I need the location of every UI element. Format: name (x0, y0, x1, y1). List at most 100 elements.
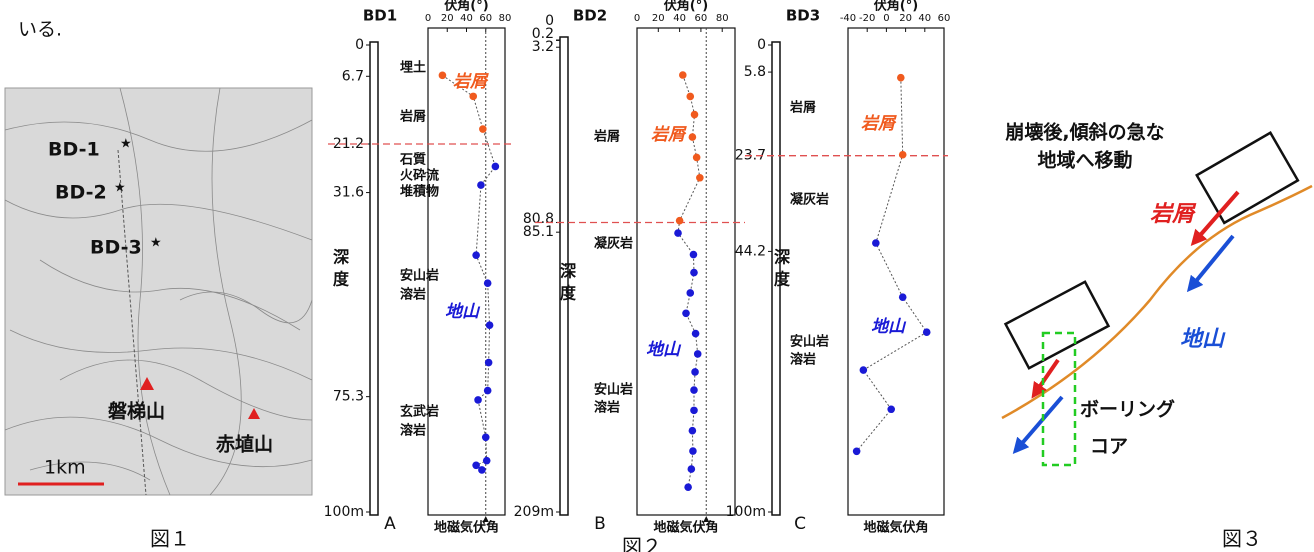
scale-label: 1km (44, 457, 86, 479)
bedrock-point (860, 366, 868, 374)
bedrock-point (477, 181, 485, 189)
layer-label: 埋土 (400, 60, 426, 76)
bedrock-point (694, 350, 702, 358)
x-tick-label: 60 (938, 13, 951, 24)
star: ★ (114, 181, 126, 196)
depth-tick-label: 21.2 (333, 136, 364, 152)
plot-box (848, 28, 944, 515)
panel-title: BD2 (573, 7, 607, 25)
bedrock-point (484, 387, 492, 395)
debris-point (899, 151, 907, 159)
x-tick-label: -20 (859, 13, 875, 24)
depth-axis-title: 深 (560, 262, 577, 281)
depth-tick-label: 0 (355, 37, 364, 53)
depth-tick-label: 0 (757, 37, 766, 53)
layer-label: 堆積物 (400, 184, 439, 200)
depth-axis-title: 度 (774, 270, 791, 289)
bedrock-point (899, 293, 907, 301)
depth-axis-title: 度 (333, 270, 350, 289)
bedrock-label: 地山 (1180, 327, 1226, 352)
page: いる. ★ ★ ★ BD-1 BD-2 BD-3 磐梯山 赤埴山 1km 図１ … (0, 0, 1314, 552)
x-tick-label: 0 (883, 13, 889, 24)
layer-label: 凝灰岩 (790, 192, 829, 208)
x-tick-label: 20 (441, 13, 454, 24)
x-tick-label: 0 (634, 13, 640, 24)
bedrock-point (690, 407, 698, 415)
panel-label: C (794, 514, 806, 534)
bedrock-point (484, 279, 492, 287)
fig3-title: 崩壊後,傾斜の急な (1005, 121, 1164, 144)
layer-label: 溶岩 (594, 400, 620, 416)
plot-box (428, 28, 505, 515)
bedrock-label: 地山 (871, 317, 907, 337)
profile-line (442, 75, 495, 470)
x-tick-label: 20 (899, 13, 912, 24)
core-label: コア (1090, 436, 1128, 458)
depth-tick-label: 85.1 (523, 224, 554, 240)
bedrock-point (478, 466, 486, 474)
debris-point (897, 74, 905, 82)
depth-tick-label: 31.6 (333, 185, 364, 201)
layer-label: 安山岩 (594, 382, 633, 398)
panel-label: B (594, 514, 606, 534)
layer-label: 玄武岩 (400, 404, 439, 420)
plot-box (637, 28, 735, 515)
bedrock-point (692, 330, 700, 338)
site-label: BD-2 (55, 182, 107, 204)
layer-label: 火砕流 (400, 168, 439, 184)
debris-label: 岩屑 (861, 114, 897, 134)
x-tick-label: 80 (499, 13, 512, 24)
star: ★ (120, 137, 132, 152)
layer-label: 凝灰岩 (594, 236, 633, 252)
caption: 図１ (150, 527, 190, 551)
layer-label: 岩屑 (399, 109, 426, 125)
debris-label: 岩屑 (1150, 202, 1197, 227)
depth-axis-title: 深 (774, 248, 791, 267)
debris-point (479, 125, 487, 133)
map: ★ ★ ★ BD-1 BD-2 BD-3 磐梯山 赤埴山 1km (5, 88, 312, 495)
bedrock-point (872, 239, 880, 247)
depth-tick-label: 3.2 (532, 39, 554, 55)
bedrock-point (485, 359, 493, 367)
debris-point (696, 174, 704, 182)
debris-point (676, 217, 684, 225)
bedrock-point (482, 433, 490, 441)
caption: 図３ (1222, 527, 1262, 551)
bedrock-point (474, 396, 482, 404)
debris-point (439, 72, 447, 80)
bedrock-point (688, 465, 696, 473)
core-label: ボーリング (1080, 398, 1175, 421)
x-tick-label: -40 (840, 13, 856, 24)
geomagnetic-label: 地磁気伏角 (434, 520, 499, 536)
debris-point (689, 133, 697, 141)
x-tick-label: 40 (460, 13, 473, 24)
layer-label: 安山岩 (790, 334, 829, 350)
layer-label: 安山岩 (400, 268, 439, 284)
x-tick-label: 0 (425, 13, 431, 24)
debris-point (691, 111, 699, 119)
bedrock-point (492, 163, 500, 171)
axis-title: 伏角(°) (664, 0, 708, 14)
layer-label: 溶岩 (790, 352, 816, 368)
mountain-label: 赤埴山 (215, 434, 273, 456)
x-tick-label: 20 (652, 13, 665, 24)
star: ★ (150, 236, 162, 251)
bedrock-point (923, 328, 931, 336)
depth-column (370, 42, 378, 515)
bedrock-point (690, 386, 698, 394)
debris-point (469, 93, 477, 101)
x-tick-label: 80 (716, 13, 729, 24)
bedrock-label: 地山 (445, 302, 481, 322)
x-tick-label: 60 (479, 13, 492, 24)
x-tick-label: 60 (695, 13, 708, 24)
debris-label: 岩屑 (651, 125, 687, 145)
bedrock-point (689, 427, 697, 435)
intro-text: いる. (18, 19, 62, 41)
depth-tick-label: 100m (726, 504, 766, 520)
bedrock-point (686, 289, 694, 297)
bedrock-point (689, 447, 697, 455)
bedrock-point (486, 321, 494, 329)
depth-tick-label: 209m (514, 504, 554, 520)
geomagnetic-label: 地磁気伏角 (863, 520, 928, 536)
bedrock-point (682, 309, 690, 317)
